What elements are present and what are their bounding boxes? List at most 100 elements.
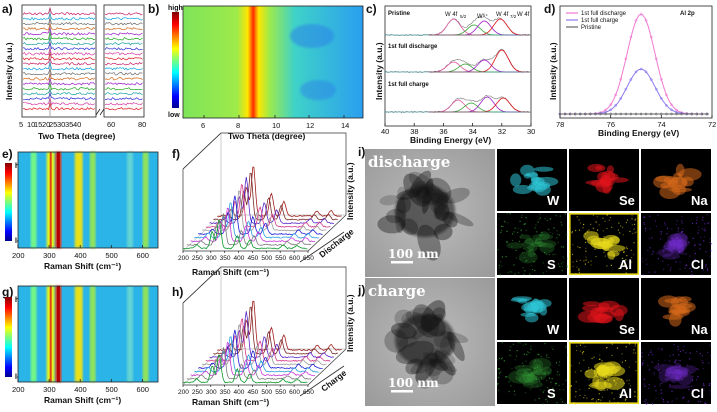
- panel-a-series-line: [22, 36, 96, 46]
- panel-i-eds-Al-speck: [593, 228, 595, 230]
- legend-discharge: 1st full discharge: [581, 11, 627, 17]
- panel-i-eds-S-speck: [546, 219, 548, 221]
- panel-j-eds-Cl-speck: [660, 392, 662, 394]
- panel-j-eds-S-speck: [536, 370, 538, 373]
- panel-i-eds-Cl-speck: [702, 219, 704, 221]
- panel-i-eds-S-speck: [520, 237, 522, 239]
- panel-j-eds-Cl-speck: [641, 348, 643, 350]
- panel-i-eds-Al-speck: [629, 230, 631, 233]
- panel-i-eds-Cl-speck: [649, 215, 651, 217]
- panel-f-series-line: [182, 219, 308, 250]
- panel-j-eds-S-speck: [540, 389, 542, 391]
- panel-i-eds-Cl-speck: [657, 214, 659, 216]
- panel-i-eds-Al-signal: [590, 238, 611, 249]
- panel-f-series-line: [217, 166, 342, 218]
- panel-e-letter: e): [2, 147, 13, 161]
- panel-j-eds-S-speck: [557, 371, 559, 373]
- panel-g-band-core: [49, 286, 52, 382]
- panel-j-eds-Cl-speck: [709, 344, 711, 346]
- panel-j-eds-S-speck: [515, 373, 517, 375]
- panel-j-eds-S-signal: [526, 372, 536, 383]
- panel-j-eds-S-speck: [510, 355, 512, 357]
- panel-i-eds-Cl-speck: [702, 269, 704, 271]
- panel-i-eds-Cl-speck: [664, 222, 666, 224]
- panel-a-series-line: [104, 17, 143, 21]
- panel-j-eds-S-signal: [515, 373, 538, 383]
- panel-i-eds-S-speck: [524, 270, 526, 272]
- panel-i-eds-S-speck: [504, 221, 506, 223]
- panel-j-eds-Al-speck: [634, 391, 636, 393]
- panel-f-tick: 500: [261, 255, 272, 262]
- panel-d-point: [649, 35, 653, 39]
- panel-i-eds-Cl-speck: [706, 267, 708, 269]
- panel-j-eds-Al-speck: [626, 380, 628, 382]
- panel-i-eds-Cl-speck: [676, 236, 679, 238]
- panel-i-eds-S-speck: [506, 213, 508, 215]
- panel-i-eds-S-speck: [562, 255, 564, 257]
- panel-j-eds-Cl-speck: [692, 376, 694, 378]
- panel-i-eds-S-speck: [525, 229, 527, 232]
- panel-i-eds-S-speck: [498, 266, 500, 269]
- panel-j-eds-Cl-speck: [695, 351, 698, 353]
- panel-d-point: [665, 93, 668, 97]
- panel-a-series-line: [104, 92, 143, 96]
- panel-i-eds-S-speck: [509, 271, 511, 273]
- panel-i-eds-Cl-speck: [694, 244, 696, 246]
- panel-i-eds-Cl-speck: [667, 248, 669, 250]
- panel-a-series-line: [22, 82, 96, 91]
- panel-i-eds-S-speck: [555, 237, 558, 239]
- panel-j-eds-S-speck: [551, 346, 553, 348]
- panel-i-eds-Cl-speck: [643, 223, 645, 225]
- panel-j-eds-Al-speck: [588, 387, 590, 389]
- panel-b-frame: [182, 5, 364, 119]
- panel-c-frame: [384, 5, 532, 127]
- panel-a-series-line: [104, 67, 143, 71]
- panel-j-eds-Cl-speck: [677, 346, 679, 348]
- panel-i-eds-Cl-speck: [679, 268, 681, 270]
- panel-i-eds-Cl-speck: [670, 236, 672, 238]
- panel-i-eds-S-speck: [559, 265, 561, 268]
- panel-f-tick: 400: [234, 255, 245, 262]
- panel-f-arrow-label: Discharge: [317, 226, 356, 259]
- panel-i-eds-S-speck: [524, 256, 526, 259]
- panel-i-eds-S-speck: [564, 213, 566, 215]
- panel-i-eds-S-speck: [506, 230, 508, 232]
- panel-h-arrow: [299, 365, 345, 397]
- panel-i-scalebar: [391, 261, 413, 264]
- panel-f-tick: 350: [220, 255, 231, 262]
- panel-a-series-line: [104, 27, 143, 31]
- panel-j-eds-S-speck: [546, 401, 548, 403]
- panel-j-eds-Cl-speck: [644, 400, 646, 402]
- panel-c-peak-w6: W⁶⁺: [477, 13, 488, 20]
- panel-d-point: [619, 77, 623, 81]
- panel-j-eds-S-speck: [501, 357, 503, 359]
- panel-j-eds-S-signal: [518, 374, 540, 385]
- panel-j-eds-S-speck: [555, 362, 558, 364]
- panel-i-eds-Cl-speck: [684, 267, 686, 269]
- panel-i-eds-S-speck: [559, 215, 561, 217]
- panel-i-eds-Cl-speck: [646, 263, 648, 265]
- panel-i-eds-Al-speck: [571, 253, 574, 256]
- panel-c-ticks: 40 38 36 34 32 30: [381, 123, 535, 136]
- panel-j-eds-S-speck: [501, 342, 503, 344]
- panel-j-eds-S-speck: [526, 380, 528, 382]
- panel-i-eds-S-speck: [561, 270, 563, 272]
- panel-f-tick: 200: [178, 255, 189, 262]
- panel-i-eds-Cl-speck: [664, 224, 666, 226]
- panel-i-eds-Cl-speck: [676, 220, 678, 222]
- panel-j-eds-S-speck: [552, 387, 554, 389]
- panel-j-eds-Cl-speck: [669, 355, 671, 357]
- panel-j-eds-Cl-speck: [648, 354, 650, 356]
- panel-i-eds-Al-speck: [620, 225, 622, 227]
- panel-j-eds-Cl-speck: [662, 399, 664, 401]
- panel-j-eds-S-speck: [550, 369, 552, 371]
- panel-i-eds-Al-speck: [585, 247, 587, 249]
- panel-d-point: [654, 57, 658, 61]
- panel-j-eds-Al-speck: [604, 389, 606, 391]
- panel-i-eds-Cl-speck: [694, 252, 696, 255]
- panel-j-eds-Cl-speck: [689, 358, 691, 360]
- panel-j-eds-W-signal: [525, 312, 539, 323]
- panel-d-ticks: 78 76 74 72: [556, 115, 716, 129]
- panel-c: c) Pristine 1st full discharge 1st full …: [366, 2, 535, 145]
- panel-i-eds-S-signal: [539, 231, 550, 241]
